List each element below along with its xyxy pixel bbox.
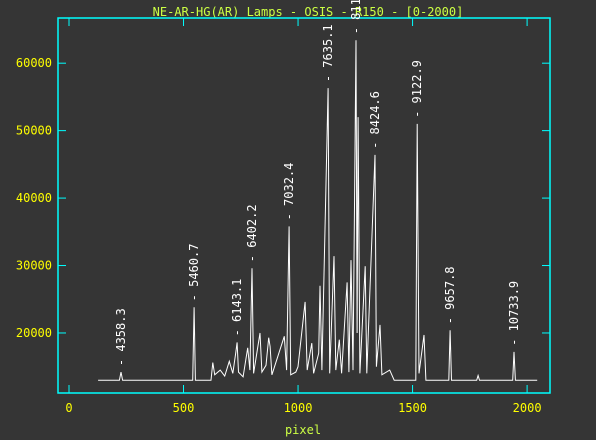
y-tick-label: 30000 [16, 259, 52, 273]
y-tick-label: 60000 [16, 56, 52, 70]
peak-label: - 7032.4 [282, 163, 296, 221]
peak-label: - 4358.3 [114, 308, 128, 366]
peak-label: - 9657.8 [443, 266, 457, 324]
peak-label: - 6143.1 [230, 279, 244, 337]
peak-label: - 9122.9 [410, 60, 424, 118]
x-tick-label: 1500 [398, 401, 427, 415]
x-tick-label: 2000 [513, 401, 542, 415]
x-axis-label: pixel [285, 423, 321, 437]
plot-frame [57, 17, 551, 394]
y-tick-label: 40000 [16, 191, 52, 205]
peak-label: - 5460.7 [187, 244, 201, 302]
peak-label: - 8115.3 [349, 0, 363, 34]
x-tick-label: 500 [173, 401, 195, 415]
spectrum-line [98, 40, 538, 381]
peak-label: - 6402.2 [245, 204, 259, 262]
x-tick-label: 0 [65, 401, 72, 415]
chart-title: NE-AR-HG(AR) Lamps - OSIS - R150 - [0-20… [153, 5, 464, 19]
x-tick-label: 1000 [284, 401, 313, 415]
y-tick-label: 20000 [16, 326, 52, 340]
peak-label: - 7635.1 [321, 24, 335, 82]
peak-label: - 8424.6 [368, 91, 382, 149]
y-tick-label: 50000 [16, 124, 52, 138]
peak-label: - 10733.9 [507, 281, 521, 346]
